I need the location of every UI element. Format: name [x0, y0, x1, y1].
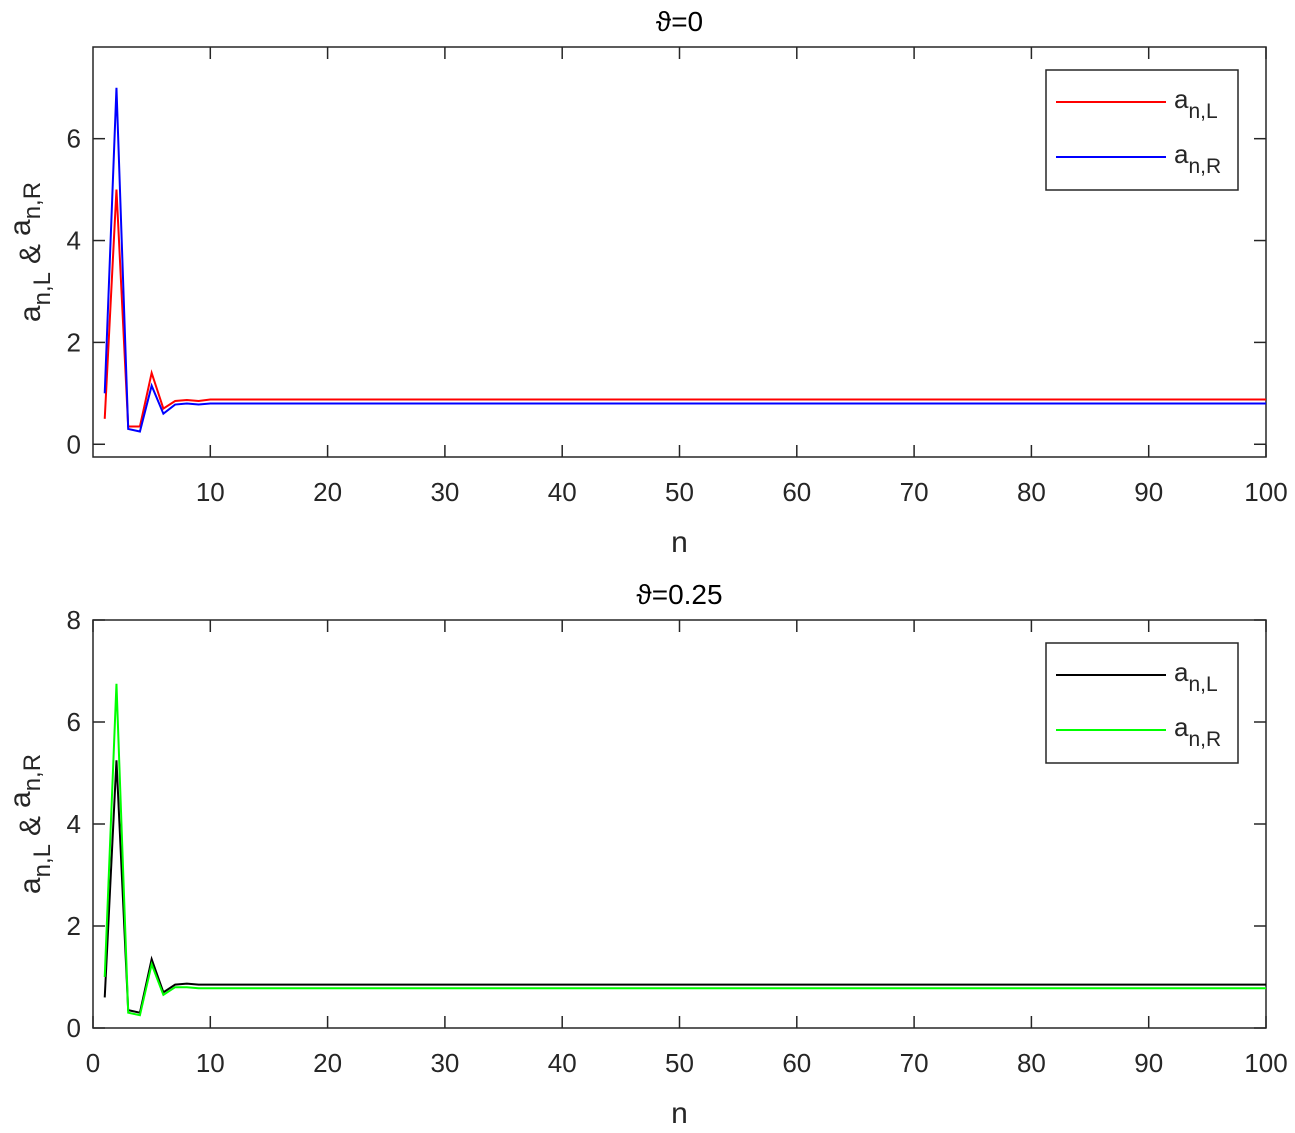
x-tick-label: 20: [313, 1048, 342, 1078]
x-tick-label: 90: [1134, 477, 1163, 507]
legend-label-sub: n,R: [1188, 155, 1221, 178]
x-tick-label: 10: [196, 477, 225, 507]
y-tick-label: 4: [67, 809, 81, 839]
legend-label-main: a: [1174, 712, 1189, 742]
x-tick-label: 40: [548, 1048, 577, 1078]
x-tick-label: 80: [1017, 1048, 1046, 1078]
y-tick-label: 4: [67, 226, 81, 256]
legend-box: [1045, 69, 1239, 191]
x-tick-label: 30: [430, 477, 459, 507]
legend-label: an,L: [1174, 84, 1218, 123]
legend-label-main: a: [1174, 139, 1189, 169]
series-line: [103, 760, 1266, 1014]
legend-label-sub: n,L: [1188, 100, 1217, 123]
y-tick-label: 8: [67, 605, 81, 635]
legend-label: an,R: [1174, 139, 1221, 178]
legend-label: an,R: [1174, 712, 1221, 751]
chart-title: ϑ=0: [656, 6, 703, 37]
y-tick-label: 0: [67, 1013, 81, 1043]
y-axis-label-part: n,R: [19, 754, 46, 791]
y-axis-label-part: a: [14, 305, 47, 322]
y-axis-label-part: n,L: [29, 844, 56, 877]
x-tick-label: 0: [86, 1048, 100, 1078]
legend-label: an,L: [1174, 657, 1218, 696]
y-axis-label-part: a: [4, 791, 37, 808]
x-tick-label: 20: [313, 477, 342, 507]
y-tick-label: 2: [67, 327, 81, 357]
y-axis-label-part: n,L: [29, 272, 56, 305]
y-axis-label: an,L&an,R: [4, 754, 56, 894]
x-tick-label: 80: [1017, 477, 1046, 507]
x-tick-label: 70: [900, 1048, 929, 1078]
x-tick-label: 40: [548, 477, 577, 507]
x-tick-label: 100: [1244, 1048, 1287, 1078]
y-tick-label: 6: [67, 707, 81, 737]
y-axis-label-part: &: [14, 244, 47, 264]
y-tick-label: 6: [67, 124, 81, 154]
legend-box: [1045, 642, 1239, 764]
legend-label-sub: n,L: [1188, 673, 1217, 696]
series-line: [103, 189, 1266, 428]
x-tick-label: 100: [1244, 477, 1287, 507]
x-tick-label: 70: [900, 477, 929, 507]
series-line: [103, 87, 1266, 433]
x-axis-label: n: [671, 526, 688, 559]
x-tick-label: 60: [782, 477, 811, 507]
series-line: [103, 683, 1266, 1017]
y-tick-label: 0: [67, 429, 81, 459]
legend-label-main: a: [1174, 84, 1189, 114]
x-tick-label: 50: [665, 1048, 694, 1078]
x-tick-label: 30: [430, 1048, 459, 1078]
y-axis-label-part: &: [14, 816, 47, 836]
legend-label-sub: n,R: [1188, 728, 1221, 751]
x-tick-label: 90: [1134, 1048, 1163, 1078]
y-axis-label: an,L&an,R: [4, 182, 56, 322]
y-tick-label: 2: [67, 911, 81, 941]
x-axis-label: n: [671, 1097, 688, 1130]
x-tick-label: 50: [665, 477, 694, 507]
x-tick-label: 60: [782, 1048, 811, 1078]
y-axis-label-part: n,R: [19, 182, 46, 219]
legend-label-main: a: [1174, 657, 1189, 687]
x-tick-label: 10: [196, 1048, 225, 1078]
chart-title: ϑ=0.25: [636, 579, 722, 610]
y-axis-label-part: a: [14, 877, 47, 894]
y-axis-label-part: a: [4, 219, 37, 236]
